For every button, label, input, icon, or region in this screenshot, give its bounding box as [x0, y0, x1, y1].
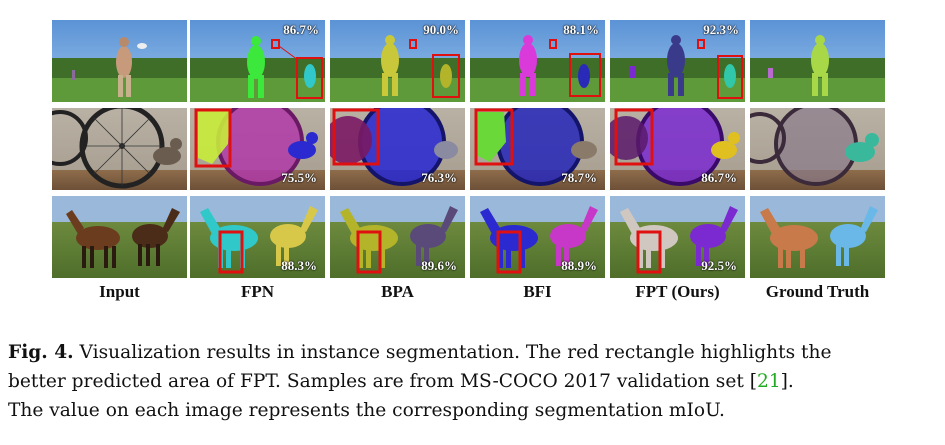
- tile-row1-bpa: 90.0%: [330, 20, 465, 102]
- figure-label: Fig. 4.: [8, 342, 74, 363]
- column-header-ground-truth: Ground Truth: [765, 282, 870, 301]
- miou-label: 76.3%: [421, 170, 457, 185]
- tile-row1-input: [52, 20, 187, 102]
- miou-label: 92.3%: [703, 22, 739, 37]
- tile-row1-gt: [750, 20, 885, 102]
- tile-row1-fpn: 86.7%: [190, 20, 325, 102]
- tile-row1-bfi: 88.1%: [470, 20, 605, 102]
- tile-row2-bpa: 76.3%: [330, 108, 465, 190]
- tile-row3-bpa: 89.6%: [330, 196, 465, 278]
- citation-link[interactable]: 21: [757, 371, 781, 392]
- tile-row3-fpn: 88.3%: [190, 196, 325, 278]
- figure: 86.7% 90.0% 88: [52, 20, 885, 301]
- tile-row1-fpt: 92.3%: [610, 20, 745, 102]
- column-header-input: Input: [99, 282, 140, 301]
- column-header-bfi: BFI: [523, 282, 552, 301]
- tile-row3-bfi: 88.9%: [470, 196, 605, 278]
- tile-row2-fpn: 75.5%: [190, 108, 325, 190]
- column-header-bpa: BPA: [381, 282, 414, 301]
- tile-row2-bfi: 78.7%: [470, 108, 605, 190]
- miou-label: 86.7%: [701, 170, 737, 185]
- tile-row3-gt: [750, 196, 885, 278]
- miou-label: 75.5%: [281, 170, 317, 185]
- miou-label: 89.6%: [421, 258, 457, 273]
- miou-label: 92.5%: [701, 258, 737, 273]
- miou-label: 90.0%: [423, 22, 459, 37]
- tile-row3-fpt: 92.5%: [610, 196, 745, 278]
- miou-label: 88.1%: [563, 22, 599, 37]
- tile-row2-fpt: 86.7%: [610, 108, 745, 190]
- figure-caption: Fig. 4. Visualization results in instanc…: [8, 338, 938, 425]
- miou-label: 88.9%: [561, 258, 597, 273]
- miou-label: 88.3%: [281, 258, 317, 273]
- tile-row2-input: [52, 108, 187, 190]
- column-header-fpn: FPN: [240, 282, 275, 301]
- miou-label: 86.7%: [283, 22, 319, 37]
- caption-line-2: better predicted area of FPT. Samples ar…: [8, 371, 794, 392]
- caption-line-3: The value on each image represents the c…: [8, 400, 725, 421]
- column-header-fpt: FPT (Ours): [635, 282, 720, 301]
- miou-label: 78.7%: [561, 170, 597, 185]
- caption-line-1: Fig. 4. Visualization results in instanc…: [8, 342, 832, 363]
- tile-row2-gt: [750, 108, 885, 190]
- tile-row3-input: [52, 196, 187, 278]
